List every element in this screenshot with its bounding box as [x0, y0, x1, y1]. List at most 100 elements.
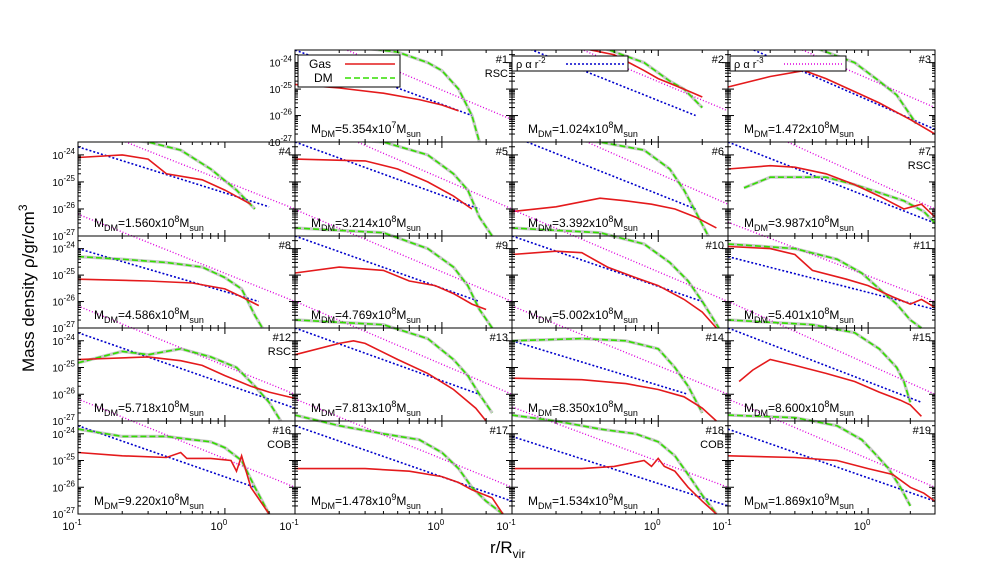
- dm-curve-1: [373, 50, 481, 142]
- x-tick-label: 10-1: [279, 518, 299, 533]
- y-tick-label: 10-24: [269, 55, 292, 70]
- gas-curve-19: [727, 455, 935, 502]
- y-tick-label: 10-27: [52, 506, 75, 521]
- panel-4: [78, 142, 296, 211]
- gas-curve-3: [727, 69, 935, 135]
- panel-14: [511, 305, 729, 422]
- mass-label-3: MDM=1.472x108Msun: [744, 120, 854, 139]
- y-tick-label: 10-26: [52, 201, 75, 216]
- gas-curve-18: [512, 457, 717, 514]
- panel-6: [511, 142, 729, 237]
- gas-curve-10: [511, 250, 717, 329]
- panel-id-3: #3: [919, 54, 931, 66]
- gas-curve-17: [295, 467, 504, 514]
- x-tick-label: 10-1: [496, 518, 516, 533]
- mass-label-12: MDM=5.718x108Msun: [94, 399, 204, 418]
- ref3-curve-11: [727, 221, 935, 303]
- gas-curve-4: [78, 154, 252, 205]
- dm-curve-13: [294, 319, 493, 414]
- legend-dm-label: DM: [314, 71, 333, 85]
- legend-rho3-label: ρ α r-3: [734, 56, 764, 71]
- panel-9: [294, 208, 513, 329]
- legend-box-gas-dm: [297, 54, 401, 88]
- ref3-curve-13: [294, 300, 513, 395]
- y-tick-label: 10-26: [52, 479, 75, 494]
- dm-shade-2: [604, 50, 704, 109]
- gas-curve-15: [738, 358, 922, 417]
- panel-3: [727, 50, 935, 135]
- ref2-curve-13: [294, 327, 480, 396]
- mass-label-17: MDM=1.478x109Msun: [311, 492, 421, 511]
- dm-curve-8: [78, 255, 264, 329]
- panel-11: [727, 221, 935, 330]
- mass-label-2: MDM=1.024x108Msun: [528, 120, 638, 139]
- mass-label-8: MDM=4.586x108Msun: [94, 306, 204, 325]
- panel-frame: [727, 420, 936, 515]
- dm-curve-5: [371, 142, 493, 237]
- ref2-curve-14: [511, 340, 689, 396]
- panel-5: [294, 142, 513, 237]
- ref2-curve-15: [727, 327, 922, 404]
- ref3-curve-1: [344, 50, 513, 121]
- mass-label-15: MDM=8.600x108Msun: [744, 399, 854, 418]
- y-tick-label: 10-27: [52, 228, 75, 243]
- panel-15: [727, 300, 935, 417]
- mass-label-13: MDM=7.813x108Msun: [311, 399, 421, 418]
- panel-id-16: #16: [273, 425, 291, 437]
- panel-7: [727, 142, 935, 225]
- ref3-curve-4: [123, 142, 296, 210]
- dm-curve-15: [727, 319, 912, 403]
- dm-curve-12: [78, 347, 282, 422]
- ref2-curve-4: [78, 146, 270, 208]
- panel-tag-18: COB: [700, 439, 724, 451]
- y-tick-label: 10-24: [52, 426, 75, 441]
- y-tick-label: 10-27: [52, 413, 75, 428]
- panel-17: [294, 398, 513, 514]
- y-tick-label: 10-25: [52, 453, 75, 468]
- gas-curve-6: [511, 197, 717, 229]
- panel-10: [511, 208, 729, 329]
- mass-label-4: MDM=1.560x108Msun: [94, 214, 204, 233]
- x-tick-label: 10-1: [712, 518, 732, 533]
- panel-id-19: #19: [913, 425, 931, 437]
- dm-curve-14: [511, 337, 704, 414]
- panel-labels: #1 RSC MDM=5.354x107Msun #2 MDM=1.024x108Msu…: [94, 54, 931, 511]
- gas-curve-8: [78, 278, 260, 307]
- y-tick-label: 10-25: [52, 174, 75, 189]
- mass-label-18: MDM=1.534x109Msun: [528, 492, 638, 511]
- gas-curve-13: [294, 339, 487, 422]
- y-tick-label: 10-24: [52, 241, 75, 256]
- ref2-curve-9: [294, 235, 480, 303]
- panel-frames: 10-2410-2510-2610-2710-2410-2510-2610-27…: [52, 49, 936, 533]
- panel-id-7: #7: [919, 146, 931, 158]
- panel-id-9: #9: [496, 240, 508, 252]
- gas-curve-5: [294, 158, 473, 210]
- panel-tag-16: COB: [267, 439, 291, 451]
- ref2-curve-16: [78, 424, 256, 489]
- panel-18: [511, 406, 729, 514]
- y-tick-label: 10-26: [52, 386, 75, 401]
- ref2-curve-8: [78, 247, 260, 303]
- ref3-curve-15: [727, 300, 935, 395]
- dm-curve-11: [727, 243, 922, 329]
- ref2-curve-6: [524, 142, 696, 210]
- mass-label-19: MDM=1.869x109Msun: [744, 492, 854, 511]
- panel-8: [78, 213, 296, 329]
- gas-curve-14: [511, 377, 717, 422]
- mass-label-11: MDM=5.401x108Msun: [744, 306, 854, 325]
- mass-label-1: MDM=5.354x107Msun: [311, 120, 421, 139]
- panel-id-14: #14: [706, 332, 724, 344]
- panel-id-2: #2: [712, 54, 724, 66]
- ref3-curve-16: [78, 398, 296, 488]
- x-tick-label: 100: [644, 518, 661, 533]
- gas-curve-16: [78, 451, 270, 514]
- x-axis-label: r/Rvir: [490, 538, 525, 561]
- gas-curve-12: [78, 356, 296, 400]
- mass-label-9: MDM=4.769x108Msun: [311, 306, 421, 325]
- y-tick-label: 10-24: [52, 333, 75, 348]
- dm-curve-17: [294, 414, 504, 514]
- y-tick-label: 10-25: [52, 267, 75, 282]
- gas-curve-11: [727, 245, 935, 309]
- y-axis-label: Mass density ρ/gr/cm3: [16, 204, 38, 372]
- panel-16: [78, 398, 296, 514]
